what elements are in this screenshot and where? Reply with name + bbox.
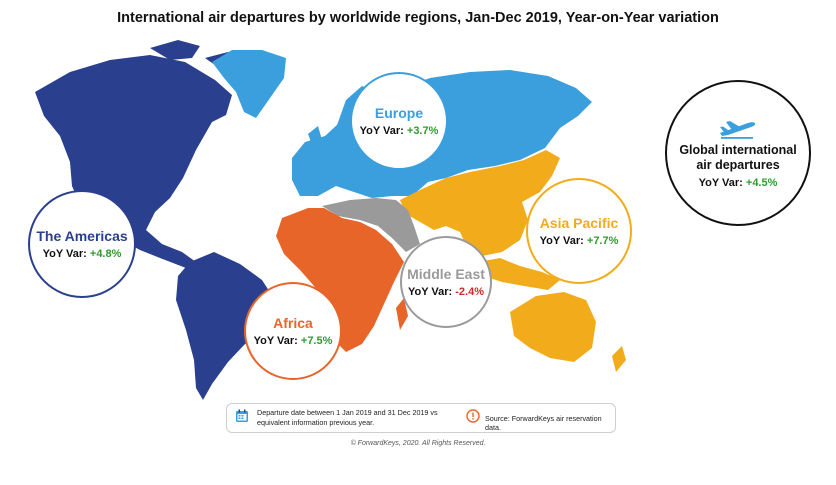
source-note: Source: ForwardKeys air reservation data… [485,414,602,432]
europe-bubble: Europe YoY Var: +3.7% [350,72,448,170]
region-name: The Americas [36,228,128,244]
region-madagascar [396,298,408,330]
region-greenland [212,50,286,118]
region-name: Middle East [407,266,485,282]
middle-east-bubble: Middle East YoY Var: -2.4% [400,236,492,328]
region-middle-east [322,198,420,252]
yoy-var: YoY Var: -2.4% [407,286,485,298]
yoy-var: YoY Var: +7.5% [253,335,333,347]
yoy-var: YoY Var: +4.8% [42,248,122,260]
global-bubble: Global international air departures YoY … [665,80,811,226]
region-uk [308,126,322,150]
warning-icon [466,409,480,423]
map-title: International air departures by worldwid… [117,10,719,26]
americas-bubble: The Americas YoY Var: +4.8% [28,190,136,298]
region-asia [400,150,560,256]
info-box: Departure date between 1 Jan 2019 and 31… [226,403,616,433]
date-note: Departure date between 1 Jan 2019 and 31… [257,408,438,427]
region-australia [510,292,596,362]
region-name: Africa [273,315,313,331]
yoy-var: YoY Var: +4.5% [698,177,778,189]
asia-pacific-bubble: Asia Pacific YoY Var: +7.7% [526,178,632,284]
region-africa [276,208,404,352]
region-new-zealand [612,346,626,372]
region-name: Asia Pacific [539,215,619,231]
global-name: Global international air departures [679,143,797,172]
yoy-var: YoY Var: +7.7% [539,235,619,247]
region-north-america [35,55,232,268]
calendar-icon [236,409,248,422]
region-name: Europe [374,105,424,121]
region-indonesia [478,258,560,290]
airplane-icon [720,121,756,139]
yoy-var: YoY Var: +3.7% [359,125,439,137]
region-south-america [176,252,275,400]
africa-bubble: Africa YoY Var: +7.5% [244,282,342,380]
copyright: © ForwardKeys, 2020. All Rights Reserved… [350,440,486,447]
